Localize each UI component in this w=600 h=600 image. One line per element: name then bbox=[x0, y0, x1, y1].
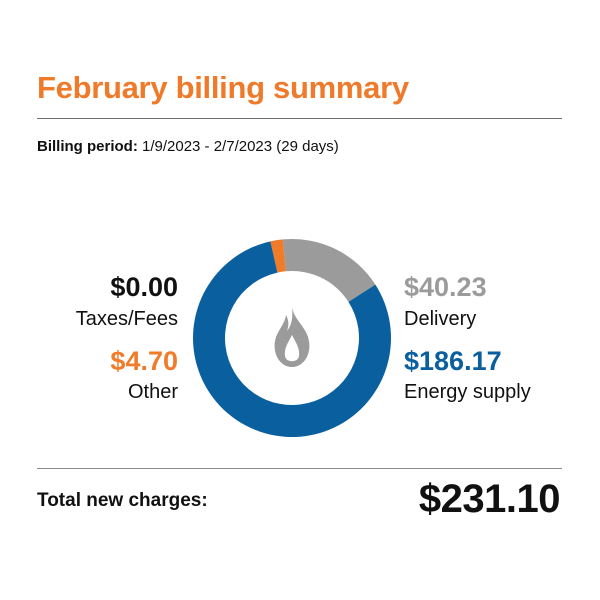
flame-icon bbox=[270, 305, 314, 369]
delivery-label: Delivery bbox=[404, 308, 477, 330]
billing-period-value: 1/9/2023 - 2/7/2023 (29 days) bbox=[142, 138, 339, 155]
energy-supply-label: Energy supply bbox=[404, 381, 531, 403]
charges-donut-chart bbox=[192, 238, 392, 438]
total-amount: $231.10 bbox=[418, 477, 561, 521]
donut-slice-other bbox=[270, 239, 286, 273]
delivery-amount: $40.23 bbox=[404, 272, 487, 302]
total-divider bbox=[37, 468, 562, 469]
title-divider bbox=[37, 118, 562, 119]
donut-slice-energy-supply bbox=[193, 241, 391, 437]
billing-period: Billing period: 1/9/2023 - 2/7/2023 (29 … bbox=[37, 138, 339, 155]
taxes-fees-amount: $0.00 bbox=[110, 272, 178, 302]
other-label: Other bbox=[127, 381, 178, 403]
page-title: February billing summary bbox=[37, 70, 409, 105]
energy-supply-amount: $186.17 bbox=[404, 346, 502, 376]
donut-slice-delivery bbox=[282, 239, 376, 302]
total-label: Total new charges: bbox=[37, 490, 208, 511]
billing-period-label: Billing period: bbox=[37, 138, 138, 155]
other-amount: $4.70 bbox=[110, 346, 178, 376]
taxes-fees-label: Taxes/Fees bbox=[75, 308, 178, 330]
